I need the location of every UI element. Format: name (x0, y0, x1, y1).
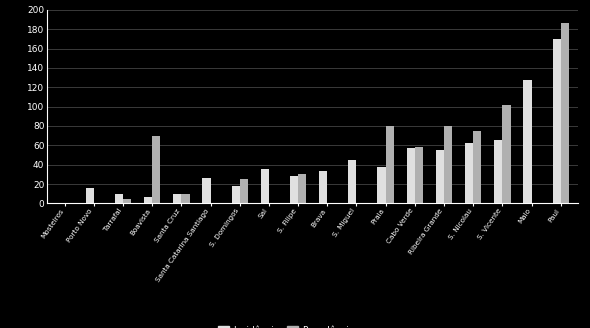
Bar (444, 126, 452, 203)
Bar (152, 136, 160, 203)
Bar (407, 148, 415, 203)
Bar (473, 131, 481, 203)
Bar (560, 23, 569, 203)
Bar (86, 188, 94, 203)
Bar (261, 169, 269, 203)
Bar (552, 39, 560, 203)
Bar (290, 176, 298, 203)
Bar (465, 143, 473, 203)
Bar (348, 160, 356, 203)
Bar (378, 167, 386, 203)
Bar (523, 79, 532, 203)
Bar (232, 186, 240, 203)
Bar (298, 174, 306, 203)
Bar (386, 126, 394, 203)
Bar (202, 178, 211, 203)
Bar (144, 196, 152, 203)
Bar (436, 150, 444, 203)
Bar (181, 194, 189, 203)
Bar (494, 140, 502, 203)
Legend: Incidência, Prevalência: Incidência, Prevalência (214, 322, 358, 328)
Bar (319, 172, 327, 203)
Bar (415, 147, 423, 203)
Bar (173, 194, 181, 203)
Bar (123, 198, 131, 203)
Bar (502, 105, 510, 203)
Bar (115, 194, 123, 203)
Bar (240, 179, 248, 203)
